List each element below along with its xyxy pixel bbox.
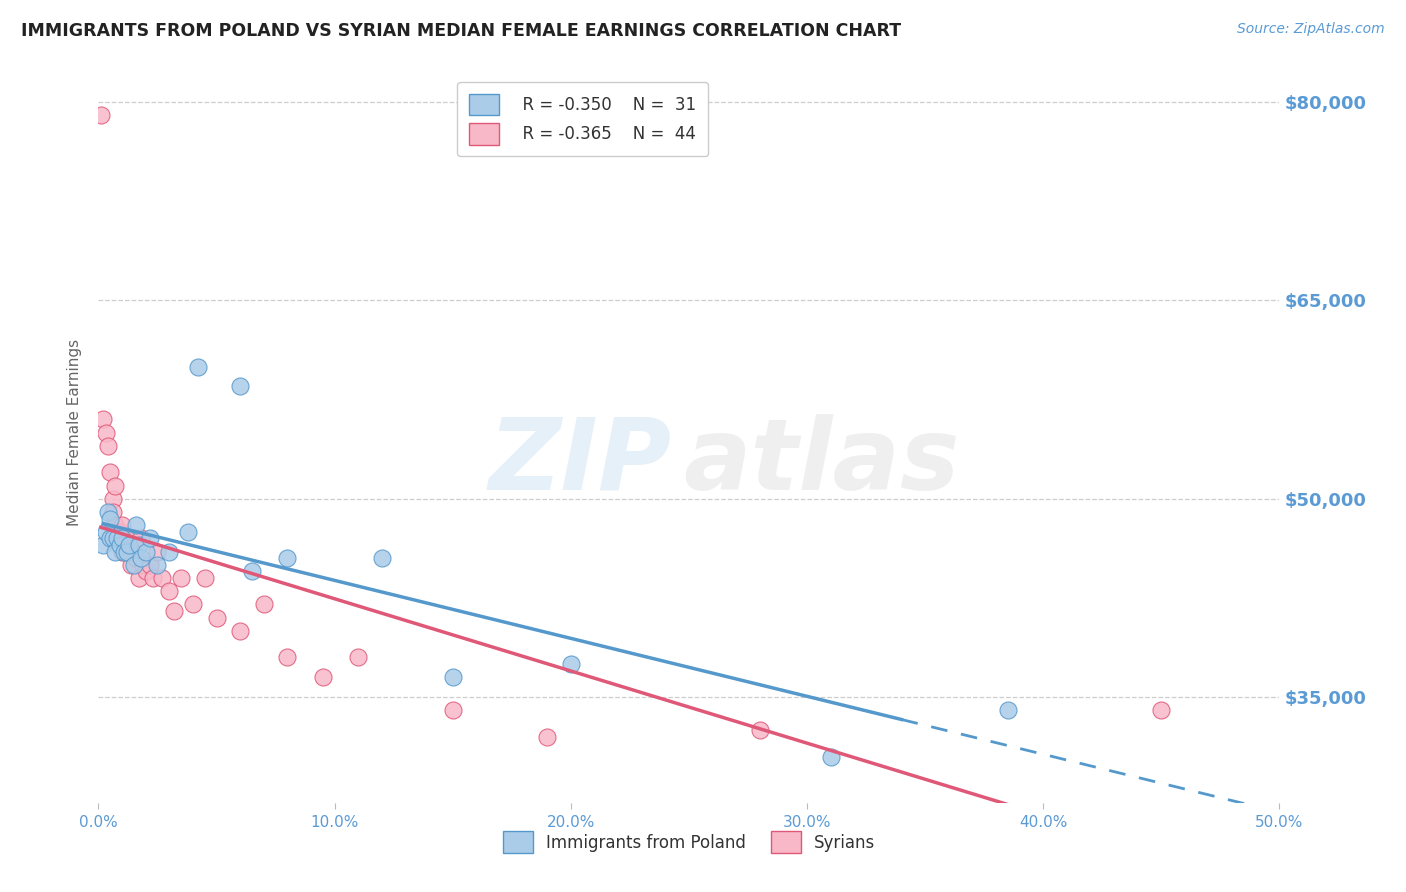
Point <box>139 558 162 572</box>
Point <box>121 558 143 572</box>
Point <box>229 379 252 393</box>
Point <box>139 532 162 546</box>
Point <box>118 532 141 546</box>
Point <box>157 544 180 558</box>
Point <box>122 558 145 572</box>
Point <box>194 571 217 585</box>
Point <box>170 571 193 585</box>
Point <box>91 538 114 552</box>
Point <box>104 518 127 533</box>
Point <box>1150 703 1173 717</box>
Point <box>371 551 394 566</box>
Text: ZIP: ZIP <box>488 414 671 511</box>
Point <box>132 558 155 572</box>
Point <box>177 524 200 539</box>
Text: atlas: atlas <box>683 414 959 511</box>
Point <box>748 723 770 737</box>
Point <box>129 551 152 566</box>
Point <box>118 544 141 558</box>
Point <box>229 624 252 638</box>
Point <box>146 544 169 558</box>
Point <box>98 465 121 479</box>
Point <box>820 749 842 764</box>
Point <box>105 532 128 546</box>
Point <box>97 439 120 453</box>
Point <box>104 478 127 492</box>
Point <box>111 544 134 558</box>
Point <box>253 598 276 612</box>
Point <box>125 551 148 566</box>
Point <box>129 532 152 546</box>
Point <box>115 544 138 558</box>
Point <box>108 524 131 539</box>
Point <box>112 532 135 546</box>
Point <box>111 532 134 546</box>
Point <box>97 505 120 519</box>
Point <box>128 538 150 552</box>
Point <box>347 650 370 665</box>
Point <box>135 565 157 579</box>
Point <box>181 598 204 612</box>
Point <box>135 544 157 558</box>
Point <box>90 108 112 122</box>
Point <box>91 412 114 426</box>
Point <box>94 425 117 440</box>
Legend: Immigrants from Poland, Syrians: Immigrants from Poland, Syrians <box>495 823 883 861</box>
Point <box>128 571 150 585</box>
Point <box>441 670 464 684</box>
Point <box>205 611 228 625</box>
Point <box>104 544 127 558</box>
Point <box>150 571 173 585</box>
Point <box>560 657 582 671</box>
Point <box>187 359 209 374</box>
Point <box>276 650 298 665</box>
Y-axis label: Median Female Earnings: Median Female Earnings <box>67 339 83 526</box>
Point <box>101 491 124 506</box>
Point <box>276 551 298 566</box>
Point <box>115 544 138 558</box>
Point <box>122 532 145 546</box>
Text: IMMIGRANTS FROM POLAND VS SYRIAN MEDIAN FEMALE EARNINGS CORRELATION CHART: IMMIGRANTS FROM POLAND VS SYRIAN MEDIAN … <box>21 22 901 40</box>
Point <box>163 604 186 618</box>
Point <box>157 584 180 599</box>
Point <box>98 511 121 525</box>
Point <box>118 538 141 552</box>
Point <box>125 518 148 533</box>
Point <box>146 558 169 572</box>
Point <box>536 730 558 744</box>
Point <box>101 505 124 519</box>
Point <box>94 524 117 539</box>
Point <box>112 544 135 558</box>
Text: Source: ZipAtlas.com: Source: ZipAtlas.com <box>1237 22 1385 37</box>
Point <box>111 518 134 533</box>
Point <box>101 532 124 546</box>
Point <box>997 703 1019 717</box>
Point <box>98 532 121 546</box>
Point <box>142 571 165 585</box>
Point <box>240 565 263 579</box>
Point <box>105 532 128 546</box>
Point <box>441 703 464 717</box>
Point <box>312 670 335 684</box>
Point <box>108 538 131 552</box>
Point <box>122 544 145 558</box>
